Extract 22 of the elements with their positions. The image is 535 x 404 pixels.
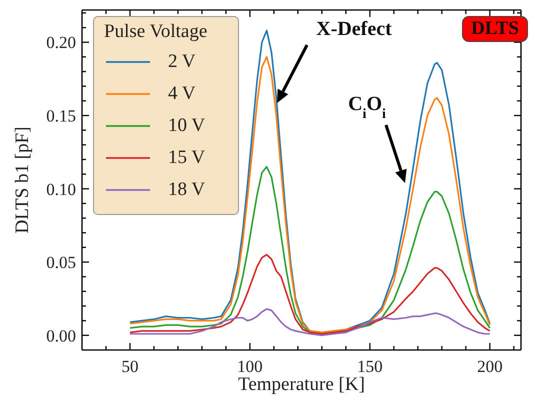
label-badge: DLTS (462, 16, 528, 42)
x-axis-title: Temperature [K] (238, 374, 365, 395)
x-tick-label: 150 (357, 357, 383, 376)
y-tick-label: 0.10 (46, 180, 76, 199)
x-tick-label: 50 (121, 357, 138, 376)
annotation: C$_{i}$O$_{i}$ (348, 93, 386, 122)
x-tick-label: 100 (237, 357, 263, 376)
y-axis-title: DLTS b1 [pF] (12, 126, 33, 234)
x-tick-label: 200 (477, 357, 503, 376)
legend-label: 4 V (168, 83, 196, 105)
y-tick-label: 0.15 (46, 106, 76, 126)
y-tick-label: 0.20 (46, 33, 76, 52)
y-tick-label: 0.05 (46, 253, 76, 272)
line-series (129, 254, 491, 335)
legend-label: 10 V (168, 115, 206, 137)
legend-title: Pulse Voltage (104, 21, 208, 43)
legend-label: 18 V (168, 179, 206, 201)
line-series (129, 308, 491, 336)
y-tick-label: 0.00 (46, 326, 76, 346)
legend-label: 15 V (168, 147, 206, 169)
legend-label: 2 V (168, 51, 196, 73)
annotation: X-Defect (316, 18, 392, 40)
